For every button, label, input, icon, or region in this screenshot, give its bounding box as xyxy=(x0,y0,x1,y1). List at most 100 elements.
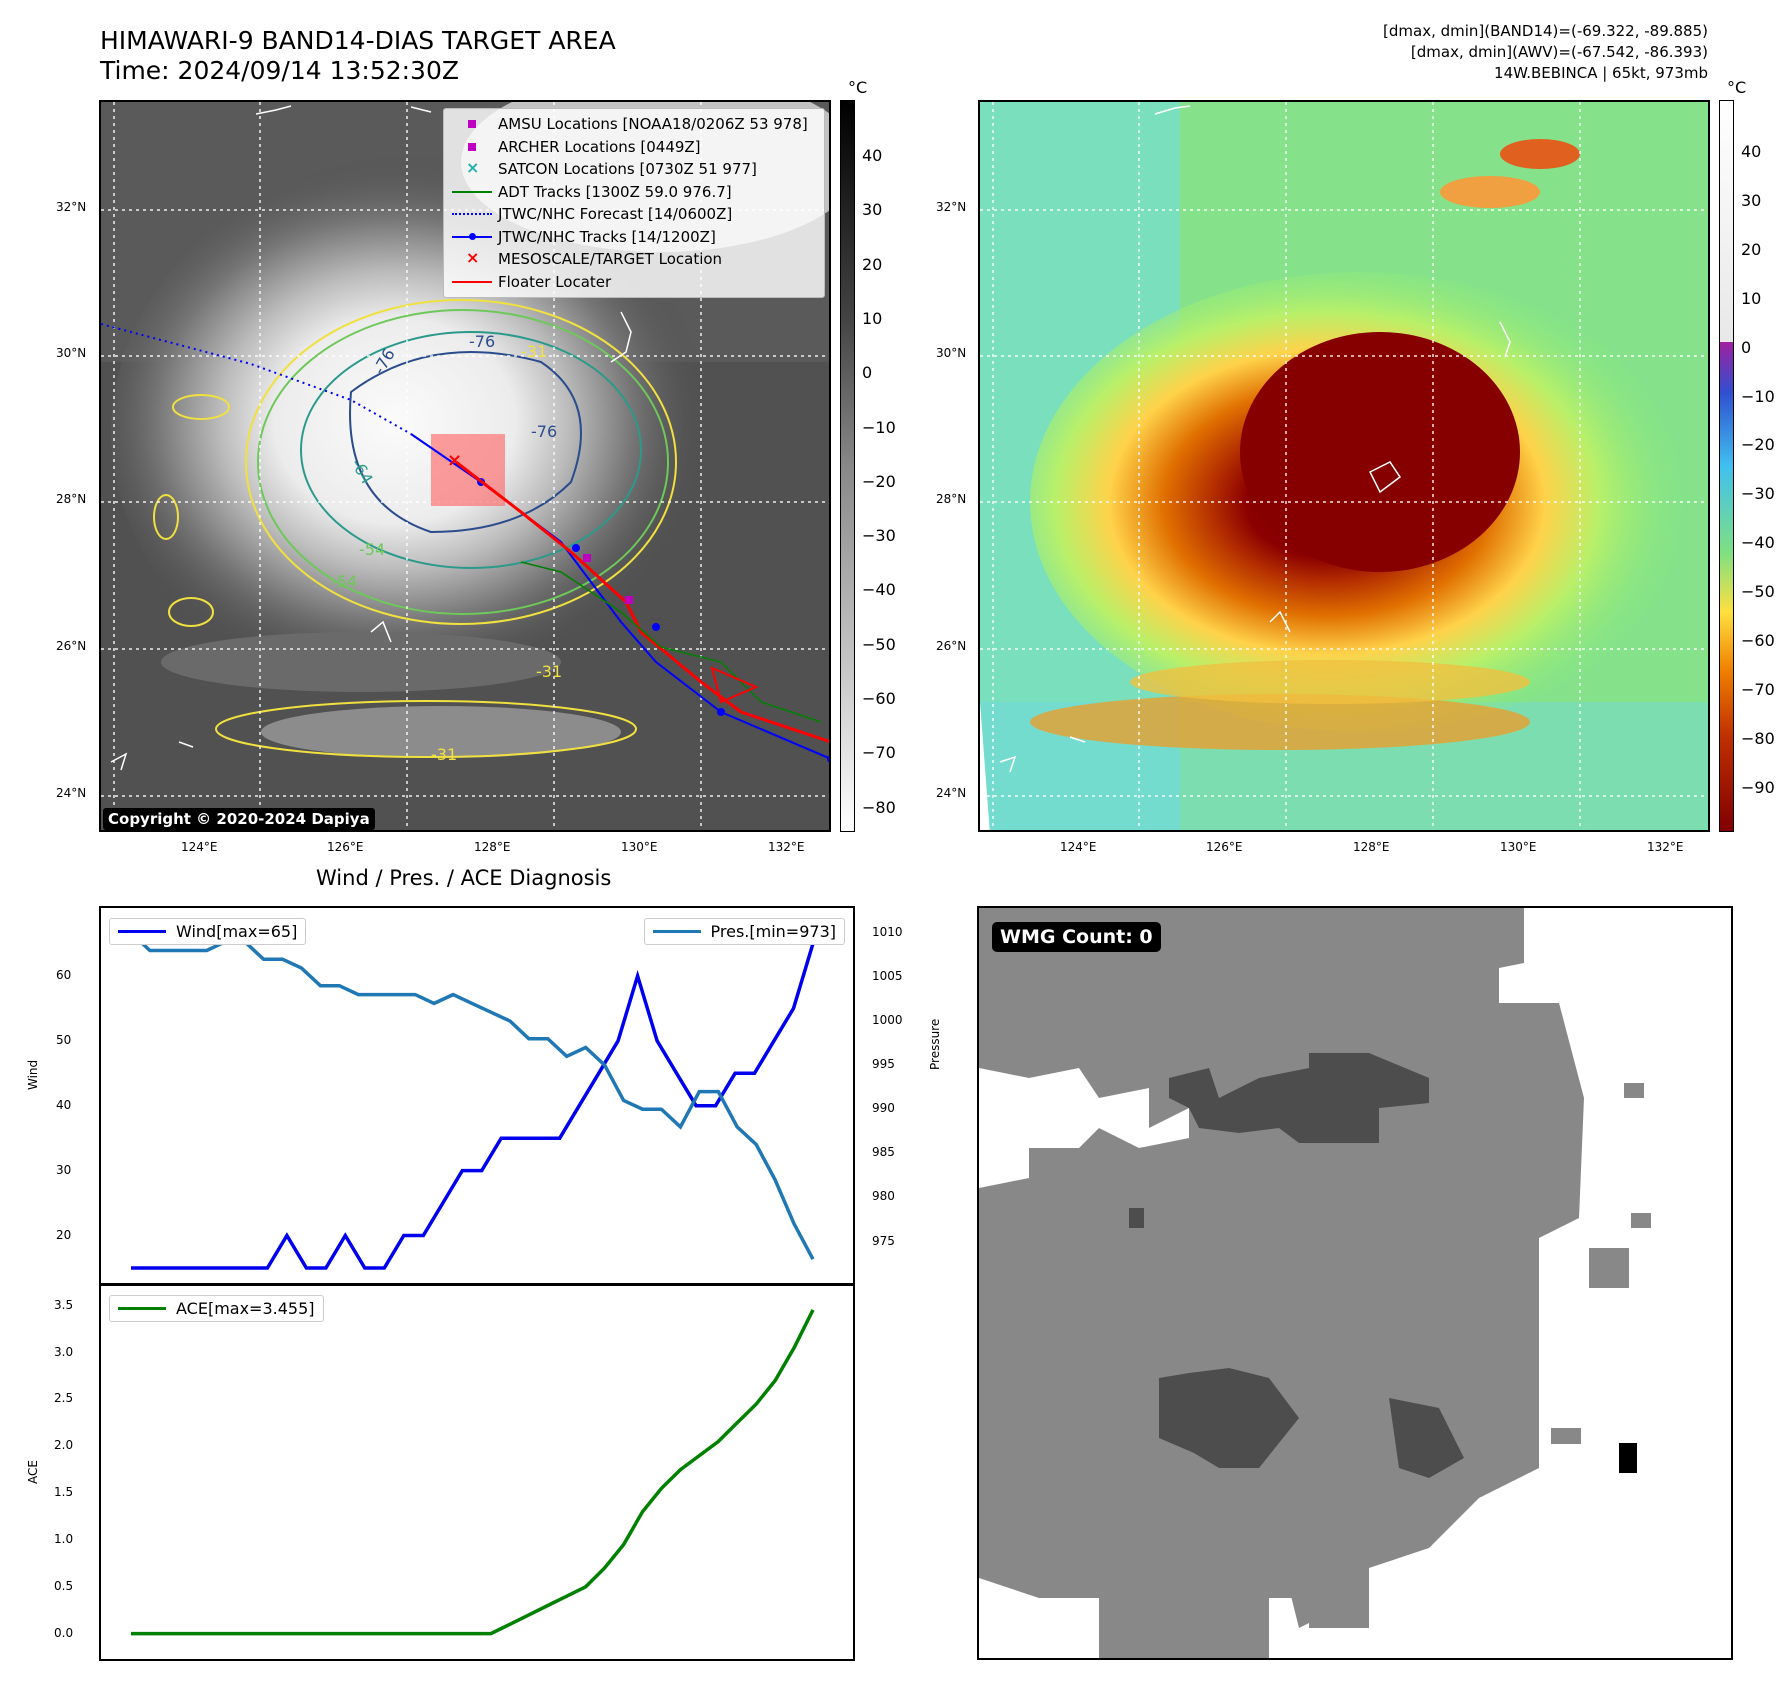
legend-symbol-icon: × xyxy=(466,158,480,178)
ace-ytick-label: 1.0 xyxy=(54,1531,74,1546)
contour-label: -54 xyxy=(331,572,358,591)
color-colorbar-tick: 10 xyxy=(1741,288,1762,308)
lon-tick-label: 130°E xyxy=(1500,840,1537,854)
map-legend-item: JTWC/NHC Tracks [14/1200Z] xyxy=(452,226,816,249)
map-legend-label: AMSU Locations [NOAA18/0206Z 53 978] xyxy=(498,115,808,134)
pressure-legend-label: Pres.[min=973] xyxy=(710,922,836,941)
diagnosis-title: Wind / Pres. / ACE Diagnosis xyxy=(316,866,612,890)
color-colorbar-tick: 30 xyxy=(1741,190,1762,210)
contour-label: -76 xyxy=(469,332,496,351)
color-colorbar-tick: −60 xyxy=(1741,631,1775,650)
lat-tick-label: 30°N xyxy=(56,346,87,360)
legend-symbol-icon xyxy=(452,207,492,221)
wmg-panel: WMG Count: 0 xyxy=(977,906,1733,1660)
lat-tick-label: 24°N xyxy=(936,786,967,800)
color-colorbar-tick: −90 xyxy=(1741,777,1775,797)
color-colorbar-tick: −10 xyxy=(1741,386,1775,406)
svg-text:×: × xyxy=(447,450,462,471)
map-legend-label: MESOSCALE/TARGET Location xyxy=(498,250,723,269)
wind-pressure-svg xyxy=(129,931,815,1270)
pressure-ylabel: Pressure xyxy=(928,1018,942,1070)
color-colorbar-unit: °C xyxy=(1727,78,1747,97)
gray-colorbar-tick: −10 xyxy=(862,417,896,437)
map-legend-item: AMSU Locations [NOAA18/0206Z 53 978] xyxy=(452,113,816,136)
color-colorbar-tick: −50 xyxy=(1741,582,1775,602)
wind-pressure-plot: Wind[max=65] Pres.[min=973] xyxy=(99,906,855,1286)
map-legend-label: ADT Tracks [1300Z 59.0 976.7] xyxy=(498,182,732,201)
color-colorbar-tick: 0 xyxy=(1741,337,1752,357)
color-colorbar-tick: 20 xyxy=(1741,239,1762,259)
gray-colorbar xyxy=(840,100,855,832)
pressure-ytick-label: 1000 xyxy=(872,1013,903,1028)
legend-symbol-icon xyxy=(452,117,492,131)
copyright-badge: Copyright © 2020-2024 Dapiya xyxy=(103,808,375,830)
legend-symbol-icon xyxy=(452,185,492,199)
lon-tick-label: 128°E xyxy=(474,840,511,854)
legend-symbol-icon: × xyxy=(466,248,480,268)
color-colorbar-tick: −20 xyxy=(1741,435,1775,455)
ace-ytick-label: 1.5 xyxy=(54,1485,74,1500)
ace-legend: ACE[max=3.455] xyxy=(109,1295,324,1322)
lat-tick-label: 28°N xyxy=(56,492,87,506)
map-legend-item: Floater Locater xyxy=(452,271,816,294)
pressure-series-line xyxy=(129,931,815,1261)
ace-ytick-label: 2.5 xyxy=(54,1391,74,1406)
wind-ytick-label: 40 xyxy=(56,1097,72,1112)
gray-colorbar-unit: °C xyxy=(848,78,868,97)
color-colorbar-tick: −70 xyxy=(1741,679,1775,699)
gray-colorbar-tick: −20 xyxy=(862,471,896,491)
gray-colorbar-tick: −70 xyxy=(862,743,896,763)
map-legend-item: ARCHER Locations [0449Z] xyxy=(452,136,816,159)
pressure-ytick-label: 1010 xyxy=(872,924,903,939)
pressure-legend: Pres.[min=973] xyxy=(643,918,845,945)
gray-colorbar-tick: 40 xyxy=(862,146,883,165)
map-legend-label: SATCON Locations [0730Z 51 977] xyxy=(498,160,757,179)
contour-label: -76 xyxy=(531,422,558,441)
lat-tick-label: 26°N xyxy=(56,639,87,653)
lon-tick-label: 132°E xyxy=(1647,840,1684,854)
contour-label: -31 xyxy=(521,342,548,361)
ace-series-line xyxy=(131,1309,815,1636)
color-map-panel xyxy=(978,100,1710,832)
wmg-count-badge: WMG Count: 0 xyxy=(992,922,1161,952)
lon-tick-label: 128°E xyxy=(1353,840,1390,854)
info-awv-range: [dmax, dmin](AWV)=(-67.542, -86.393) xyxy=(1410,43,1708,61)
color-map-image xyxy=(980,102,1708,830)
ace-legend-label: ACE[max=3.455] xyxy=(176,1299,315,1318)
color-colorbar-tick: −80 xyxy=(1741,728,1775,748)
lat-tick-label: 24°N xyxy=(56,786,87,800)
pressure-ytick-label: 975 xyxy=(872,1233,895,1248)
legend-symbol-icon xyxy=(452,140,492,154)
wind-ytick-label: 60 xyxy=(56,967,72,982)
gray-colorbar-tick: −40 xyxy=(862,580,896,600)
color-colorbar-tick: 40 xyxy=(1741,142,1762,161)
map-legend-item: × SATCON Locations [0730Z 51 977] xyxy=(452,158,816,181)
map-legend-label: Floater Locater xyxy=(498,272,612,291)
color-colorbar-tick: −40 xyxy=(1741,533,1775,553)
wind-series-line xyxy=(131,942,815,1270)
contour-label: -31 xyxy=(536,662,563,681)
gray-colorbar-tick: 0 xyxy=(862,363,873,383)
map-legend-label: JTWC/NHC Tracks [14/1200Z] xyxy=(498,227,716,246)
lon-tick-label: 124°E xyxy=(1060,840,1097,854)
gray-colorbar-tick: −30 xyxy=(862,526,896,546)
wind-ylabel: Wind xyxy=(26,1059,40,1090)
pressure-ytick-label: 990 xyxy=(872,1101,895,1116)
lat-tick-label: 28°N xyxy=(936,492,967,506)
info-band14-range: [dmax, dmin](BAND14)=(-69.322, -89.885) xyxy=(1383,22,1708,40)
ace-ytick-label: 2.0 xyxy=(54,1438,74,1453)
wmg-image xyxy=(979,908,1651,1658)
lat-tick-label: 26°N xyxy=(936,639,967,653)
ace-ytick-label: 0.0 xyxy=(54,1625,74,1640)
lat-tick-label: 30°N xyxy=(936,346,967,360)
map-legend-item: × MESOSCALE/TARGET Location xyxy=(452,248,816,271)
lon-tick-label: 126°E xyxy=(327,840,364,854)
lon-tick-label: 132°E xyxy=(768,840,805,854)
map-legend-item: JTWC/NHC Forecast [14/0600Z] xyxy=(452,203,816,226)
map-legend-item: ADT Tracks [1300Z 59.0 976.7] xyxy=(452,181,816,204)
legend-symbol-icon xyxy=(452,275,492,289)
pressure-ytick-label: 1005 xyxy=(872,968,903,983)
lon-tick-label: 126°E xyxy=(1206,840,1243,854)
ace-svg xyxy=(131,1309,815,1636)
ace-ytick-label: 0.5 xyxy=(54,1578,74,1593)
